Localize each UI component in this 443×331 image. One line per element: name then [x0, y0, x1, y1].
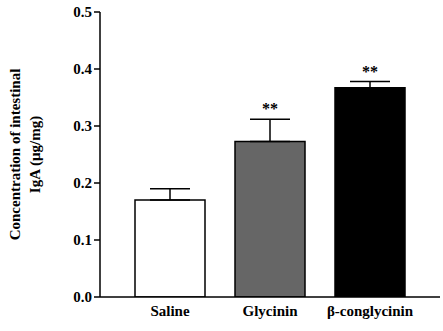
svg-text:**: **	[362, 63, 378, 80]
svg-text:Concentration of intestinal: Concentration of intestinal	[8, 69, 23, 241]
svg-text:0.2: 0.2	[73, 175, 92, 191]
svg-text:**: **	[262, 100, 278, 117]
svg-text:0.1: 0.1	[73, 232, 92, 248]
svg-text:Glycinin: Glycinin	[242, 303, 298, 319]
svg-text:0.0: 0.0	[73, 289, 92, 305]
svg-text:0.3: 0.3	[73, 118, 92, 134]
svg-text:Saline: Saline	[150, 303, 190, 319]
svg-text:IgA (μg/mg): IgA (μg/mg)	[27, 116, 44, 193]
svg-text:0.4: 0.4	[73, 61, 92, 77]
svg-text:β-conglycinin: β-conglycinin	[327, 303, 414, 319]
svg-text:0.5: 0.5	[73, 4, 92, 20]
